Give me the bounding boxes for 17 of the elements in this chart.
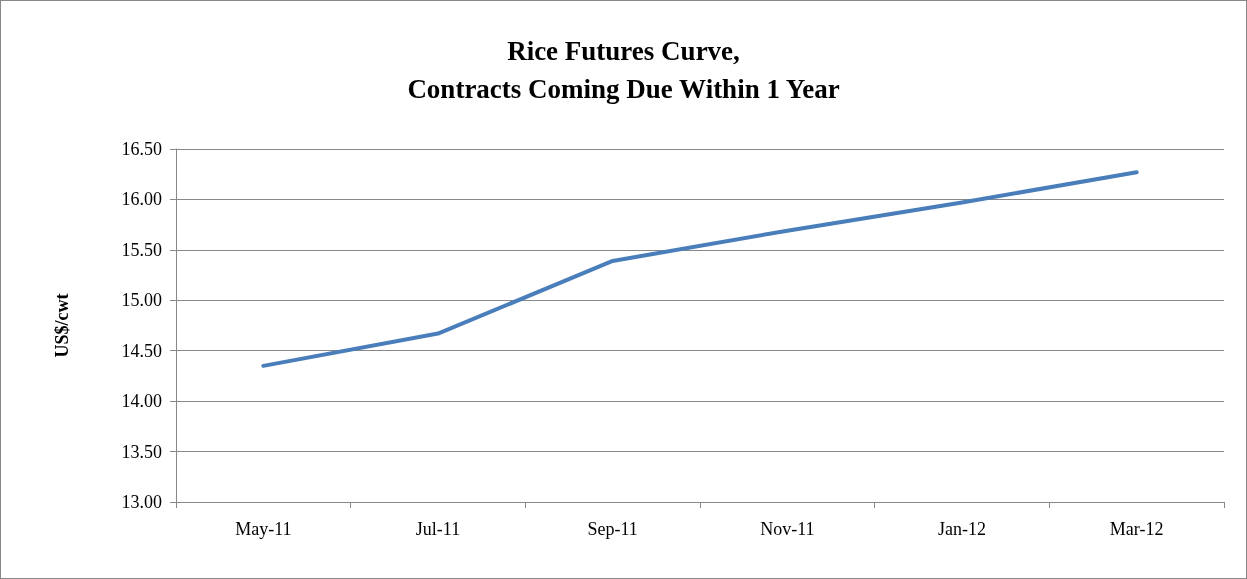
line-series bbox=[261, 170, 1139, 368]
y-tick-label: 16.50 bbox=[121, 139, 162, 159]
x-tick-label: Sep-11 bbox=[587, 519, 638, 539]
x-tick-label: Mar-12 bbox=[1109, 519, 1164, 539]
y-tick-label: 16.00 bbox=[121, 189, 162, 210]
x-tick-label: May-11 bbox=[235, 519, 292, 539]
y-tick-label: 15.00 bbox=[121, 290, 162, 311]
x-tick-label: Jan-12 bbox=[938, 519, 986, 539]
x-tick-label: Nov-11 bbox=[760, 519, 815, 539]
y-tick-label: 13.50 bbox=[121, 441, 162, 462]
y-tick-label: 13.00 bbox=[121, 492, 162, 512]
x-tick-label: Jul-11 bbox=[415, 519, 461, 539]
chart-title: Rice Futures Curve, Contracts Coming Due Within 1 Year bbox=[407, 36, 840, 104]
y-tick-label: 15.50 bbox=[121, 239, 162, 260]
y-axis-title: US$/cwt bbox=[52, 293, 72, 358]
y-tick-label: 14.50 bbox=[121, 340, 162, 361]
y-tick-label: 14.00 bbox=[121, 391, 162, 412]
